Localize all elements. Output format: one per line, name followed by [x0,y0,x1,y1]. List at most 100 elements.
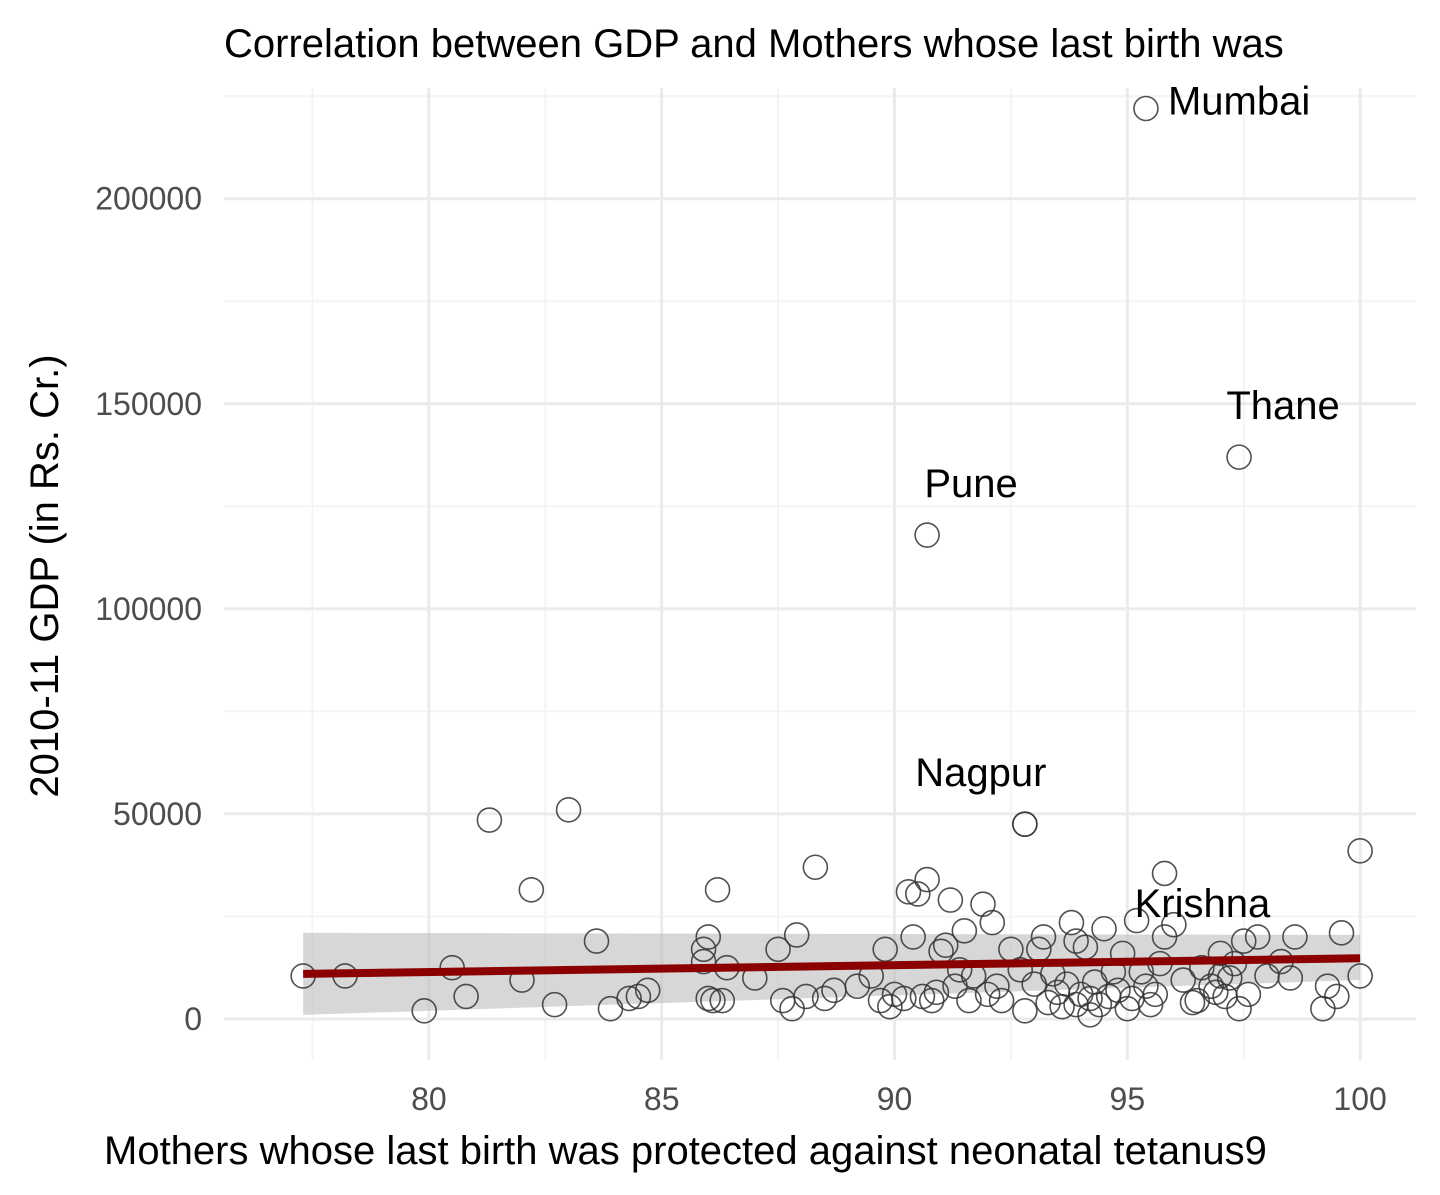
data-point [1216,965,1243,991]
x-axis-ticks: 80 85 90 95 100 [411,1081,1387,1117]
labeled-data-point [1012,811,1038,837]
data-point [988,987,1015,1014]
data-point [411,997,438,1024]
y-axis-label: 2010-11 GDP (in Rs. Cr.) [23,354,67,797]
data-point [923,979,950,1006]
data-point [783,922,810,948]
data-point [932,932,959,958]
data-point [1207,940,1234,967]
data-point [904,881,931,907]
data-point [1091,915,1117,942]
data-point [1282,924,1308,950]
data-point [625,983,652,1010]
data-point [1077,1002,1103,1028]
data-point [793,983,819,1010]
data-point [1277,965,1304,991]
data-point [811,985,838,1012]
data-point [1012,997,1038,1024]
data-point [937,887,964,913]
point-label-mumbai: Mumbai [1168,80,1310,124]
data-point [1198,973,1224,999]
x-tick-label: 85 [644,1081,680,1117]
major-gridlines [224,88,1416,1060]
point-label-krishna: Krishna [1135,882,1271,926]
data-point [979,909,1006,936]
minor-gridlines [224,88,1416,1060]
data-point [695,985,722,1012]
data-point [690,948,717,975]
data-point [1035,989,1061,1016]
data-point [1310,995,1336,1022]
data-point [1235,981,1262,1008]
y-tick-label: 0 [184,1001,202,1037]
y-tick-label: 150000 [95,386,202,422]
data-point [984,973,1010,999]
data-point [900,924,926,950]
trend-line [303,954,1361,978]
data-point [1077,985,1103,1012]
data-point [1058,909,1085,936]
data-point [518,876,545,903]
y-tick-label: 200000 [95,181,202,217]
data-point [1030,924,1057,950]
data-point [1314,973,1341,999]
labeled-data-point [914,522,940,548]
data-point [690,936,717,963]
data-point [709,987,736,1014]
data-point [634,977,661,1004]
data-point [1063,991,1089,1018]
data-point [695,924,722,950]
data-point [877,993,903,1020]
data-point [946,956,973,983]
data-point [1179,989,1206,1016]
data-point [700,987,726,1014]
data-point [1170,967,1196,993]
data-point [872,936,898,963]
data-point [453,983,479,1010]
data-point [1063,928,1089,954]
labeled-data-point [1151,924,1178,950]
y-tick-label: 100000 [95,591,202,627]
labeled-data-point [1133,95,1159,122]
data-point [583,928,610,954]
data-point [974,981,1001,1008]
data-point [970,891,996,917]
data-point [895,879,922,905]
x-tick-label: 100 [1333,1081,1386,1117]
data-point [1244,924,1271,950]
data-point [802,854,829,881]
data-point [1151,860,1178,887]
point-label-nagpur: Nagpur [915,751,1046,795]
y-axis-ticks: 0 50000 100000 150000 200000 [95,181,202,1037]
data-point [1347,963,1373,989]
data-point [555,797,582,823]
data-point [1226,995,1252,1022]
data-point [1202,979,1229,1006]
data-point [1184,987,1210,1014]
trend-line-path [303,954,1361,978]
data-point [918,987,945,1014]
data-point [1007,956,1034,983]
data-point [765,936,791,963]
y-tick-label: 50000 [113,796,202,832]
data-point [951,918,978,944]
data-point [476,807,503,833]
x-tick-label: 95 [1110,1081,1146,1117]
data-point [891,985,917,1012]
x-tick-label: 80 [411,1081,447,1117]
data-point [1142,981,1169,1008]
chart-title: Correlation between GDP and Mothers whos… [224,22,1284,66]
data-point [844,973,871,999]
data-point [1133,973,1159,999]
data-point [1347,838,1373,864]
data-point [616,985,642,1012]
x-axis-label: Mothers whose last birth was protected a… [104,1129,1267,1173]
data-point [1123,907,1150,934]
data-point [1324,983,1350,1010]
x-tick-label: 90 [877,1081,913,1117]
point-label-thane: Thane [1226,384,1339,428]
data-point [956,987,982,1014]
data-point [914,866,940,893]
data-point [1230,928,1257,954]
